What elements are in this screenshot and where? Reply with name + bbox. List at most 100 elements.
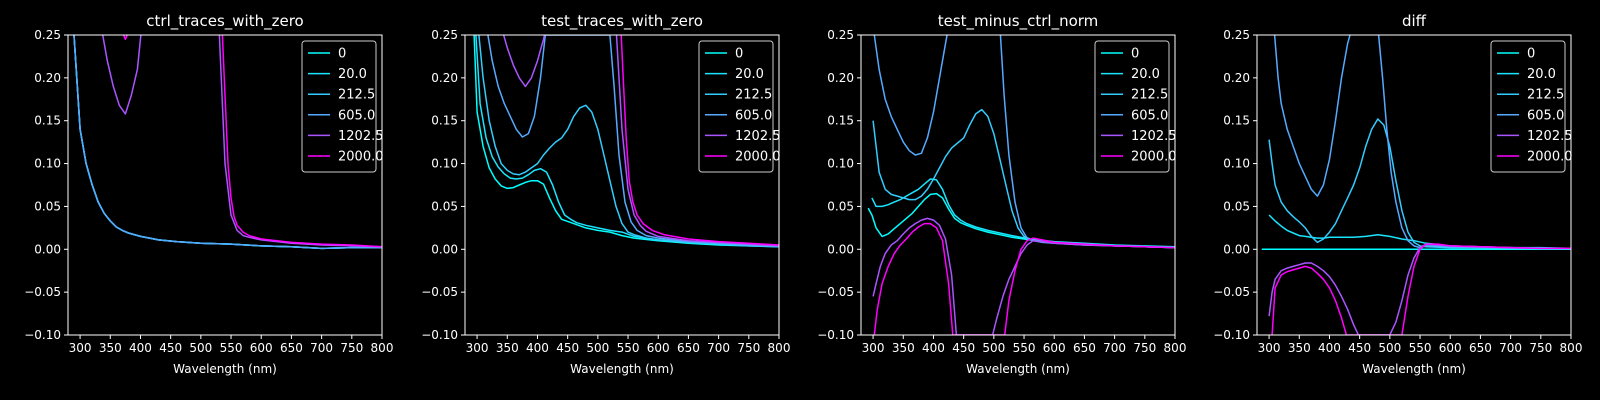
x-axis-label: Wavelength (nm) xyxy=(173,362,277,376)
y-tick-label: 0.25 xyxy=(34,28,61,42)
x-tick-label: 500 xyxy=(1378,341,1401,355)
legend-label: 212.5 xyxy=(735,88,772,103)
y-tick-label: 0.15 xyxy=(34,114,61,128)
legend-label: 2000.0 xyxy=(1527,150,1573,165)
y-tick-label: 0.00 xyxy=(827,242,854,256)
y-tick-label: 0.25 xyxy=(827,28,854,42)
y-tick-label: 0.10 xyxy=(1223,157,1250,171)
y-tick-label: 0.20 xyxy=(431,71,458,85)
legend-label: 20.0 xyxy=(338,67,367,82)
x-tick-label: 350 xyxy=(1288,341,1311,355)
series-line-2000.0 xyxy=(122,35,382,248)
x-tick-label: 300 xyxy=(69,341,92,355)
axes-frame xyxy=(67,34,383,336)
series-line-2000.0 xyxy=(620,35,779,246)
y-tick-label: 0.15 xyxy=(827,114,854,128)
x-tick-label: 300 xyxy=(862,341,885,355)
x-tick-label: 800 xyxy=(768,341,791,355)
x-tick-label: 450 xyxy=(952,341,975,355)
series-group xyxy=(73,35,382,250)
x-tick-label: 600 xyxy=(1439,341,1462,355)
x-tick-label: 600 xyxy=(250,341,273,355)
legend-label: 605.0 xyxy=(1131,108,1168,123)
x-tick-label: 550 xyxy=(220,341,243,355)
x-tick-label: 600 xyxy=(1043,341,1066,355)
y-tick-label: −0.10 xyxy=(421,328,458,342)
legend-label: 1202.5 xyxy=(1131,129,1177,144)
series-line-20.0 xyxy=(1268,214,1571,250)
series-line-2000.0 xyxy=(1271,243,1571,335)
y-tick-label: 0.10 xyxy=(431,157,458,171)
x-tick-label: 450 xyxy=(1348,341,1371,355)
x-tick-label: 650 xyxy=(1469,341,1492,355)
x-tick-label: 800 xyxy=(1164,341,1187,355)
legend: 0 20.0 212.5 605.0 1202.5 2000.0 xyxy=(698,40,781,173)
x-tick-label: 700 xyxy=(1499,341,1522,355)
series-line-605.0 xyxy=(487,35,779,247)
x-tick-label: 450 xyxy=(159,341,182,355)
y-tick-label: 0.05 xyxy=(827,199,854,213)
series-line-0 xyxy=(867,192,1175,249)
y-tick-label: 0.00 xyxy=(34,242,61,256)
x-tick-label: 750 xyxy=(1529,341,1552,355)
y-tick-label: 0.25 xyxy=(431,28,458,42)
legend-label: 2000.0 xyxy=(735,150,781,165)
x-tick-label: 700 xyxy=(1103,341,1126,355)
series-group xyxy=(473,35,779,248)
legend-label: 0 xyxy=(338,47,346,62)
chart-title: ctrl_traces_with_zero xyxy=(146,12,303,31)
x-tick-label: 500 xyxy=(982,341,1005,355)
y-tick-label: −0.10 xyxy=(1213,328,1250,342)
y-tick-label: 0.25 xyxy=(1223,28,1250,42)
y-tick-label: 0.05 xyxy=(431,199,458,213)
y-tick-label: 0.15 xyxy=(431,114,458,128)
chart-title: test_minus_ctrl_norm xyxy=(938,12,1099,31)
x-tick-label: 550 xyxy=(1409,341,1432,355)
y-tick-label: 0.00 xyxy=(1223,242,1250,256)
series-line-212.5 xyxy=(872,108,1175,249)
x-tick-label: 750 xyxy=(340,341,363,355)
legend-label: 605.0 xyxy=(1527,108,1564,123)
series-group xyxy=(867,35,1175,335)
x-tick-label: 400 xyxy=(1318,341,1341,355)
y-tick-label: 0.10 xyxy=(827,157,854,171)
series-line-1202.5 xyxy=(502,35,779,247)
legend: 0 20.0 212.5 605.0 1202.5 2000.0 xyxy=(1490,40,1573,173)
legend-label: 2000.0 xyxy=(338,150,384,165)
x-tick-label: 750 xyxy=(1133,341,1156,355)
x-axis-label: Wavelength (nm) xyxy=(966,362,1070,376)
x-tick-label: 400 xyxy=(922,341,945,355)
chart-title: diff xyxy=(1402,12,1427,30)
legend-label: 212.5 xyxy=(1527,88,1564,103)
series-line-212.5 xyxy=(478,35,779,248)
x-tick-label: 400 xyxy=(129,341,152,355)
y-tick-label: 0.20 xyxy=(34,71,61,85)
legend-label: 605.0 xyxy=(735,108,772,123)
series-line-2000.0 xyxy=(873,222,1175,335)
legend-label: 0 xyxy=(1131,47,1139,62)
y-tick-label: −0.10 xyxy=(24,328,61,342)
axes-frame xyxy=(860,34,1176,336)
series-group xyxy=(1261,35,1571,335)
legend-label: 2000.0 xyxy=(1131,150,1177,165)
series-line-605.0 xyxy=(1273,35,1571,250)
x-tick-label: 700 xyxy=(707,341,730,355)
legend: 0 20.0 212.5 605.0 1202.5 2000.0 xyxy=(1094,40,1177,173)
x-tick-label: 350 xyxy=(496,341,519,355)
x-tick-label: 800 xyxy=(1560,341,1583,355)
x-tick-label: 500 xyxy=(586,341,609,355)
x-tick-label: 600 xyxy=(647,341,670,355)
legend-label: 20.0 xyxy=(735,67,764,82)
x-axis-label: Wavelength (nm) xyxy=(1362,362,1466,376)
x-tick-label: 650 xyxy=(280,341,303,355)
chart-2: test_traces_with_zero 300 350 400 450 500 550 6… xyxy=(421,12,790,376)
legend: 0 20.0 212.5 605.0 1202.5 2000.0 xyxy=(301,40,384,173)
legend-label: 212.5 xyxy=(338,88,375,103)
x-tick-label: 800 xyxy=(371,341,394,355)
series-line-1202.5 xyxy=(872,217,1175,335)
x-tick-label: 500 xyxy=(189,341,212,355)
x-tick-label: 550 xyxy=(1013,341,1036,355)
y-tick-label: 0.15 xyxy=(1223,114,1250,128)
legend-label: 20.0 xyxy=(1527,67,1556,82)
